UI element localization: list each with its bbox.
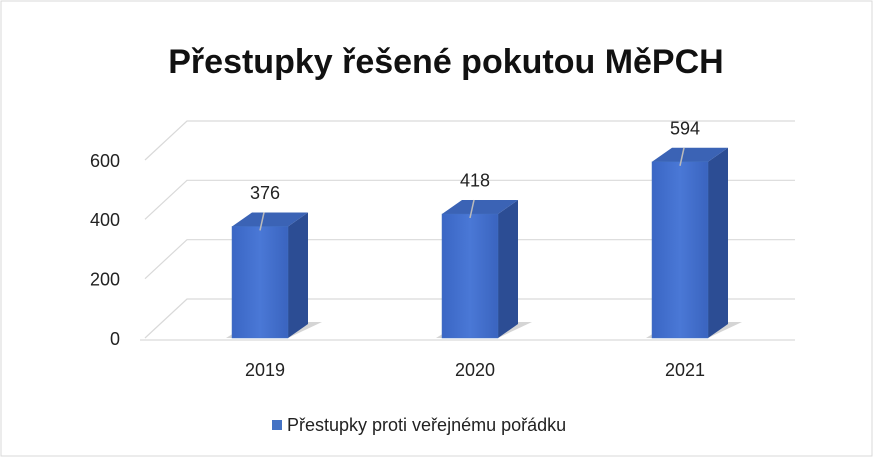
grid-line — [144, 179, 795, 220]
bar-side — [708, 147, 728, 338]
y-tick-label: 600 — [90, 151, 120, 171]
x-tick-label: 2019 — [245, 360, 285, 380]
leader-line — [679, 147, 685, 166]
chart-title: Přestupky řešené pokutou MěPCH — [168, 43, 723, 81]
x-tick-label: 2020 — [455, 360, 495, 380]
bar-side — [288, 212, 308, 338]
y-tick-label: 0 — [110, 329, 120, 349]
leader-line — [469, 199, 475, 219]
x-tick-label: 2021 — [665, 360, 705, 380]
y-tick-label: 200 — [90, 269, 120, 289]
grid-line — [144, 298, 795, 339]
leader-line — [259, 212, 265, 231]
bar — [231, 226, 289, 339]
data-label: 594 — [670, 119, 700, 139]
grid-line — [144, 239, 795, 280]
bar-top — [652, 147, 728, 162]
legend-label: Přestupky proti veřejnému pořádku — [287, 415, 566, 435]
data-label: 418 — [460, 171, 490, 191]
bar-top — [442, 199, 518, 214]
grid-line — [144, 120, 795, 161]
data-label: 376 — [250, 183, 280, 203]
bar-side — [498, 199, 518, 338]
y-tick-label: 400 — [90, 210, 120, 230]
legend-swatch — [272, 420, 282, 430]
bar — [441, 213, 499, 339]
bar-top — [232, 212, 308, 227]
bar — [651, 161, 709, 339]
